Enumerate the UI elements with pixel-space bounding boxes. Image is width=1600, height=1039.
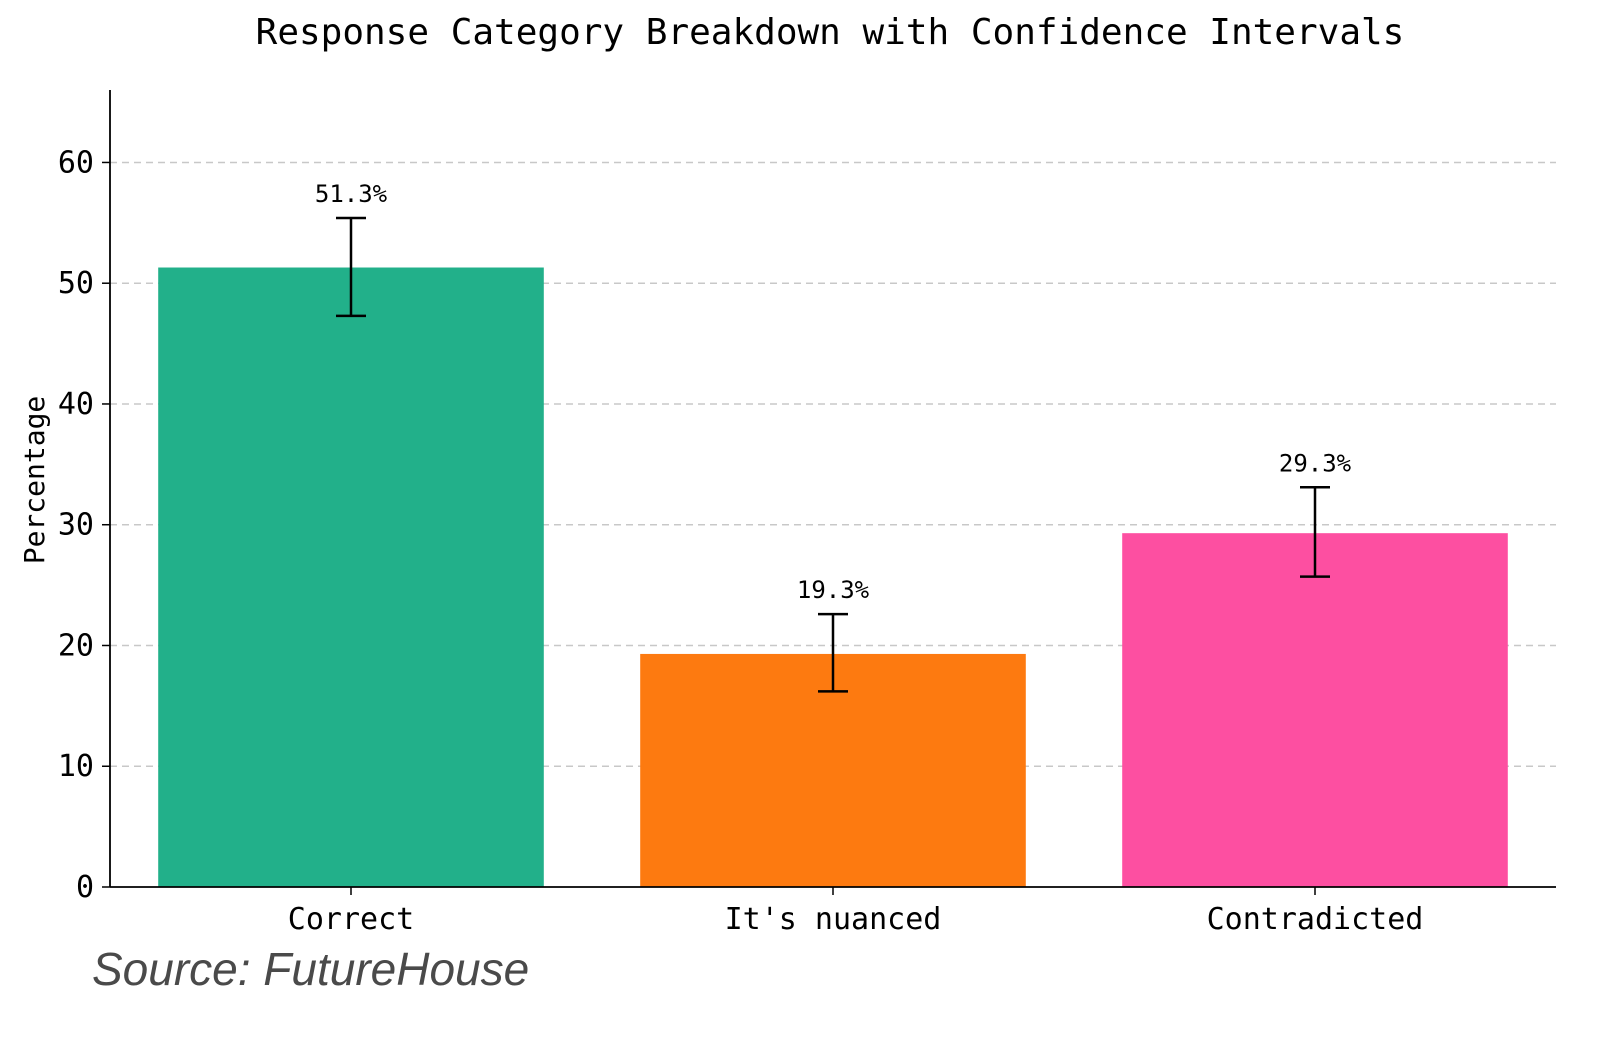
- x-tick-labels: Correct It's nuanced Contradicted: [288, 887, 1424, 937]
- error-bar-1: [818, 612, 848, 693]
- bars: [158, 267, 1508, 887]
- source-caption: Source: FutureHouse: [92, 943, 530, 995]
- chart-title: Response Category Breakdown with Confide…: [256, 12, 1405, 53]
- data-label-1: 19.3%: [797, 576, 870, 604]
- y-tick-label-40: 40: [58, 387, 94, 422]
- bar-2: [1122, 533, 1508, 887]
- y-tick-label-50: 50: [58, 266, 94, 301]
- y-tick-labels: 0 10 20 30 40 50 60: [58, 145, 110, 905]
- error-bar-0: [336, 216, 366, 318]
- x-tick-label-0: Correct: [288, 902, 414, 937]
- y-tick-label-20: 20: [58, 628, 94, 663]
- bar-1: [640, 653, 1026, 887]
- y-tick-label-10: 10: [58, 749, 94, 784]
- y-axis-title: Percentage: [18, 396, 51, 565]
- y-tick-label-60: 60: [58, 145, 94, 180]
- x-tick-label-1: It's nuanced: [725, 902, 942, 937]
- bar-0: [158, 267, 544, 887]
- error-bar-2: [1300, 486, 1330, 578]
- y-tick-label-0: 0: [76, 870, 94, 905]
- error-bars: [336, 216, 1330, 693]
- x-tick-label-2: Contradicted: [1207, 902, 1424, 937]
- y-tick-label-30: 30: [58, 508, 94, 543]
- data-label-2: 29.3%: [1279, 449, 1352, 477]
- data-label-0: 51.3%: [315, 180, 388, 208]
- data-labels: 51.3% 19.3% 29.3%: [315, 180, 1352, 604]
